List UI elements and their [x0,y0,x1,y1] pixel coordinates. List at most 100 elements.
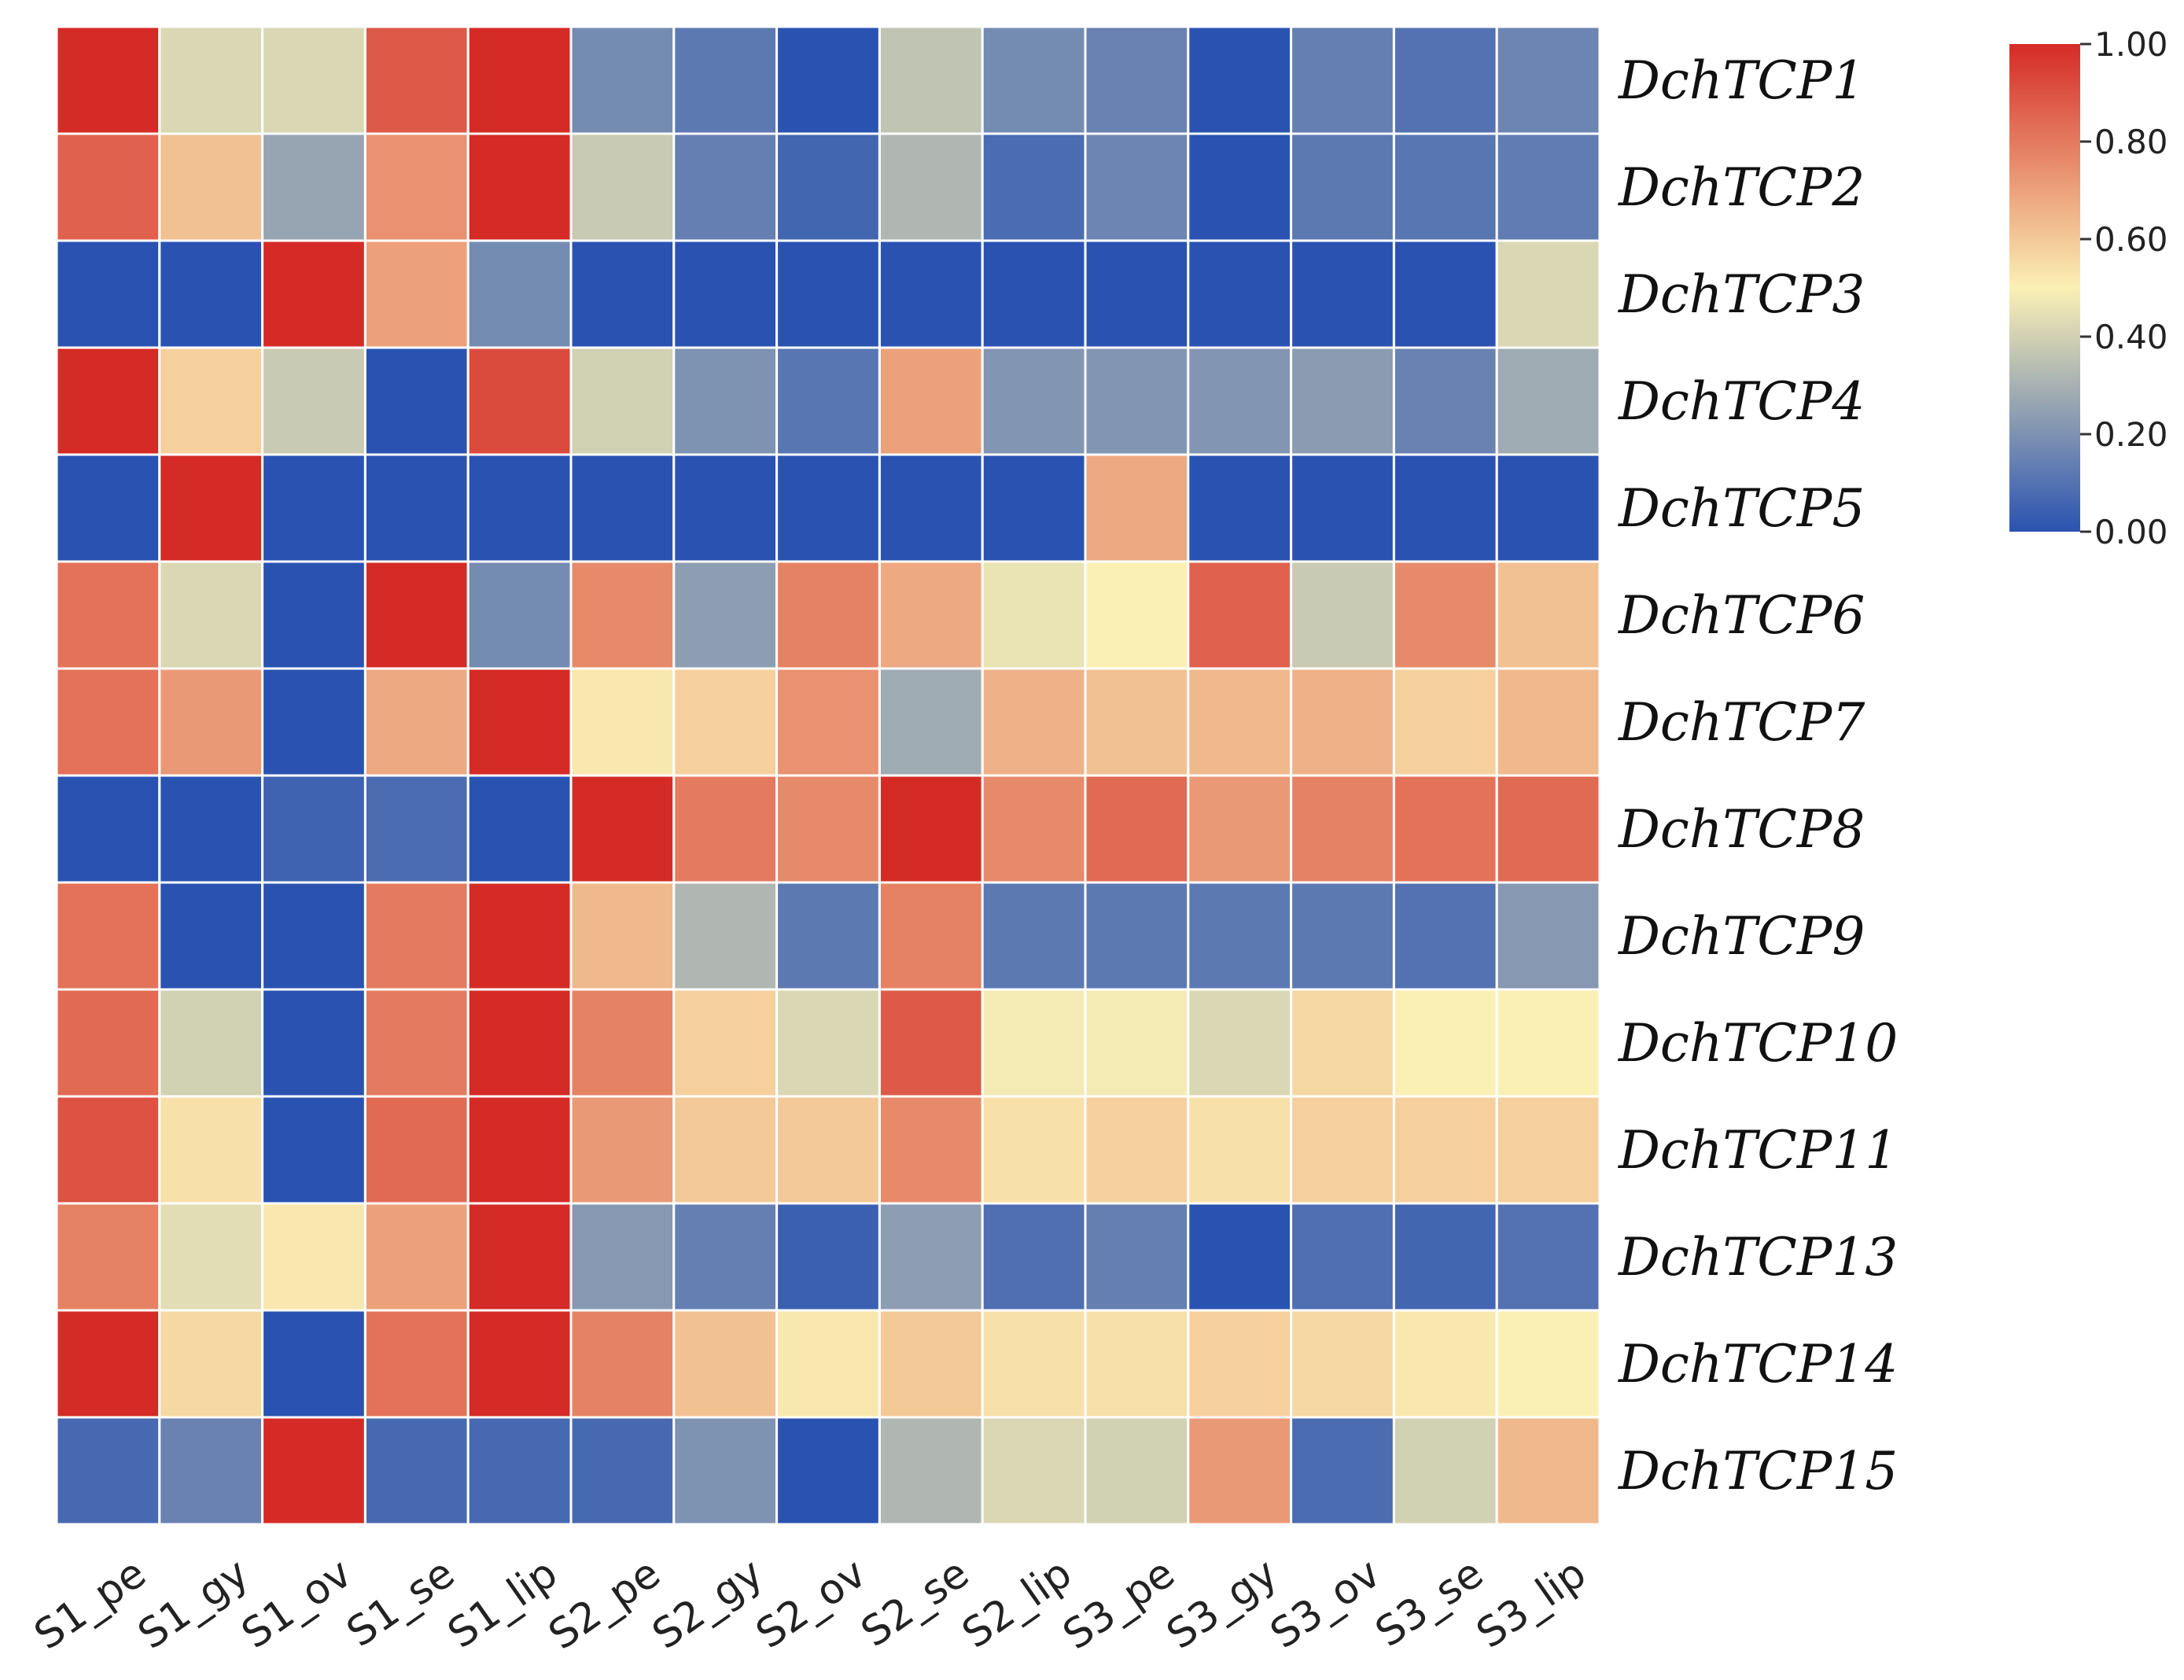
column-label-S3_ov: S3_ov [1262,1549,1389,1658]
heatmap-cell-DchTCP4-S1_se [363,346,470,456]
heatmap-cell-DchTCP6-S1_se [363,560,470,670]
heatmap-cell-DchTCP9-S1_gy [158,881,264,991]
heatmap-cell-DchTCP3-S2_ov [775,239,881,349]
column-label-S1_lip: S1_lip [440,1549,566,1657]
heatmap-cell-DchTCP14-S2_pe [569,1309,676,1419]
heatmap-cell-DchTCP6-S1_pe [55,560,161,670]
heatmap-cell-DchTCP13-S3_se [1392,1202,1498,1312]
colorbar-tick-label-0.20: 0.20 [2094,415,2168,454]
heatmap-cell-DchTCP9-S3_ov [1290,881,1395,991]
heatmap-cell-DchTCP13-S2_se [878,1202,984,1312]
heatmap-cell-DchTCP8-S3_se [1392,774,1498,884]
heatmap-cell-DchTCP9-S2_se [878,881,984,991]
heatmap-cell-DchTCP7-S2_gy [672,667,779,777]
heatmap-cell-DchTCP9-S2_pe [569,881,676,991]
heatmap-cell-DchTCP13-S3_lip [1495,1202,1601,1312]
row-label-DchTCP15: DchTCP15 [1618,1441,1898,1501]
heatmap-cell-DchTCP4-S1_lip [466,346,573,456]
heatmap-cell-DchTCP15-S1_ov [261,1416,366,1526]
column-label-S2_lip: S2_lip [954,1549,1081,1657]
heatmap-cell-DchTCP8-S2_gy [672,774,779,884]
heatmap-cell-DchTCP5-S1_se [363,453,470,563]
heatmap-cell-DchTCP15-S2_se [878,1416,984,1526]
heatmap-cell-DchTCP9-S1_pe [55,881,161,991]
heatmap-cell-DchTCP13-S2_ov [775,1202,881,1312]
heatmap-cell-DchTCP14-S2_ov [775,1309,881,1419]
heatmap-cell-DchTCP10-S2_pe [569,988,676,1098]
heatmap-cell-DchTCP1-S1_gy [158,25,264,135]
heatmap-cell-DchTCP3-S2_pe [569,239,676,349]
heatmap-cell-DchTCP3-S3_ov [1290,239,1395,349]
heatmap-cell-DchTCP11-S3_lip [1495,1095,1601,1205]
heatmap-cell-DchTCP8-S2_pe [569,774,676,884]
heatmap-cell-DchTCP1-S3_gy [1187,25,1293,135]
heatmap-cell-DchTCP11-S2_ov [775,1095,881,1205]
heatmap-cell-DchTCP1-S1_ov [261,25,366,135]
heatmap-cell-DchTCP6-S3_pe [1084,560,1190,670]
heatmap-cell-DchTCP2-S3_lip [1495,132,1601,242]
heatmap-cell-DchTCP13-S1_lip [466,1202,573,1312]
heatmap-cell-DchTCP15-S3_gy [1187,1416,1293,1526]
heatmap-cell-DchTCP5-S2_lip [981,453,1087,563]
heatmap-cell-DchTCP9-S2_lip [981,881,1087,991]
heatmap-cell-DchTCP13-S3_pe [1084,1202,1190,1312]
heatmap-cell-DchTCP11-S1_gy [158,1095,264,1205]
row-label-DchTCP13: DchTCP13 [1618,1227,1898,1288]
heatmap-cell-DchTCP10-S2_se [878,988,984,1098]
heatmap-cell-DchTCP4-S3_pe [1084,346,1190,456]
heatmap-cell-DchTCP11-S3_ov [1290,1095,1395,1205]
row-label-DchTCP9: DchTCP9 [1618,906,1865,967]
heatmap-cell-DchTCP13-S1_gy [158,1202,264,1312]
heatmap-cell-DchTCP8-S1_ov [261,774,366,884]
heatmap-cell-DchTCP6-S3_lip [1495,560,1601,670]
column-label-S1_se: S1_se [339,1549,463,1656]
heatmap-cell-DchTCP5-S3_ov [1290,453,1395,563]
heatmap-cell-DchTCP7-S1_se [363,667,470,777]
heatmap-cell-DchTCP4-S2_pe [569,346,676,456]
heatmap-cell-DchTCP9-S3_gy [1187,881,1293,991]
heatmap-cell-DchTCP2-S3_ov [1290,132,1395,242]
heatmap-cell-DchTCP2-S1_pe [55,132,161,242]
heatmap-cell-DchTCP7-S2_ov [775,667,881,777]
heatmap-cell-DchTCP4-S3_ov [1290,346,1395,456]
heatmap-cell-DchTCP13-S1_se [363,1202,470,1312]
heatmap-cell-DchTCP5-S1_pe [55,453,161,563]
heatmap-cell-DchTCP10-S3_gy [1187,988,1293,1098]
heatmap-cell-DchTCP6-S2_se [878,560,984,670]
heatmap-cell-DchTCP1-S3_se [1392,25,1498,135]
heatmap-cell-DchTCP10-S2_lip [981,988,1087,1098]
heatmap-cell-DchTCP3-S2_lip [981,239,1087,349]
heatmap-cell-DchTCP3-S3_gy [1187,239,1293,349]
heatmap-cell-DchTCP14-S1_se [363,1309,470,1419]
heatmap-cell-DchTCP6-S2_ov [775,560,881,670]
heatmap-cell-DchTCP5-S2_gy [672,453,779,563]
column-label-S2_se: S2_se [853,1549,978,1656]
heatmap-cell-DchTCP14-S2_lip [981,1309,1087,1419]
heatmap-cell-DchTCP10-S3_ov [1290,988,1395,1098]
column-label-S1_pe: S1_pe [26,1549,154,1659]
heatmap-cell-DchTCP1-S2_pe [569,25,676,135]
heatmap-cell-DchTCP1-S1_pe [55,25,161,135]
heatmap-cell-DchTCP1-S2_ov [775,25,881,135]
heatmap-cell-DchTCP8-S2_ov [775,774,881,884]
heatmap-cell-DchTCP3-S1_ov [261,239,366,349]
row-label-DchTCP5: DchTCP5 [1618,478,1865,539]
heatmap-cell-DchTCP10-S1_lip [466,988,573,1098]
heatmap-cell-DchTCP2-S2_se [878,132,984,242]
heatmap-cell-DchTCP7-S3_pe [1084,667,1190,777]
heatmap-cell-DchTCP7-S1_ov [261,667,366,777]
heatmap-cell-DchTCP14-S1_gy [158,1309,264,1419]
heatmap-cell-DchTCP8-S3_pe [1084,774,1190,884]
heatmap-cell-DchTCP15-S2_ov [775,1416,881,1526]
heatmap-cell-DchTCP3-S3_pe [1084,239,1190,349]
heatmap-cell-DchTCP7-S3_ov [1290,667,1395,777]
heatmap-cell-DchTCP14-S1_ov [261,1309,366,1419]
heatmap-cell-DchTCP7-S3_se [1392,667,1498,777]
heatmap-cell-DchTCP1-S3_lip [1495,25,1601,135]
heatmap-cell-DchTCP6-S3_gy [1187,560,1293,670]
heatmap-cell-DchTCP4-S3_se [1392,346,1498,456]
heatmap-cell-DchTCP11-S3_gy [1187,1095,1293,1205]
heatmap-cell-DchTCP15-S3_se [1392,1416,1498,1526]
heatmap-cell-DchTCP11-S2_lip [981,1095,1087,1205]
